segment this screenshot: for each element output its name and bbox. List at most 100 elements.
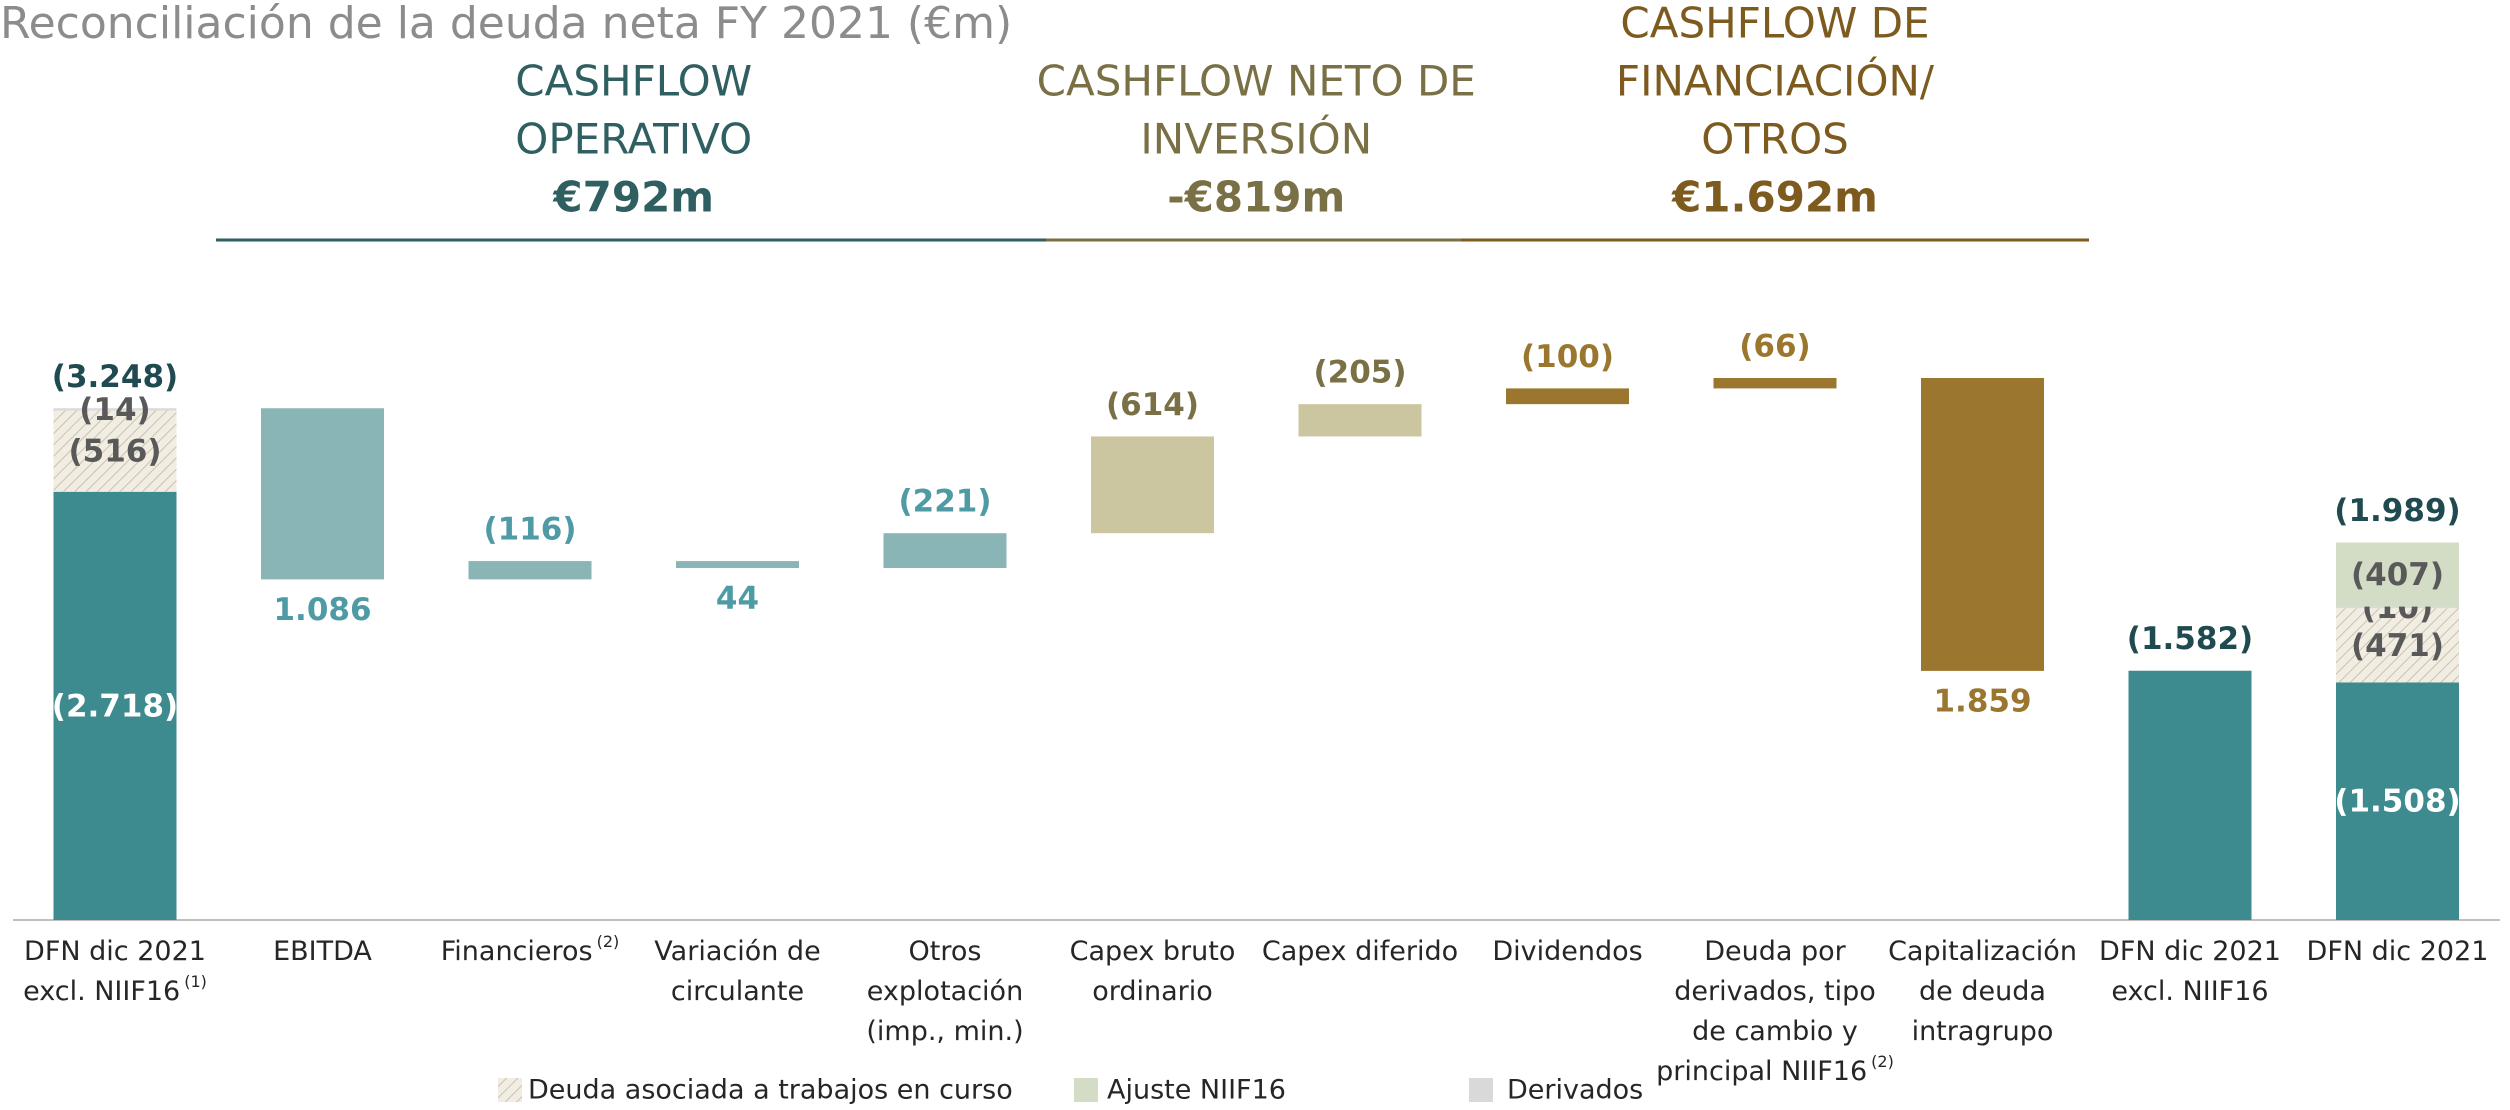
x-tick-label-line: excl. NIIF16	[23, 976, 180, 1007]
x-tick-label-line: DFN dic 2021	[2307, 936, 2489, 967]
x-tick-label: Financieros (2)	[441, 932, 620, 967]
x-tick-label-line: EBITDA	[273, 936, 372, 967]
group-title: CASHFLOW DE	[1620, 0, 1929, 48]
x-tick-label: de deuda	[1919, 976, 2046, 1007]
x-tick-label-line: Capitalización	[1888, 936, 2077, 967]
segment-label: (471)	[2351, 628, 2444, 664]
group-title: CASHFLOW NETO DE	[1037, 57, 1476, 106]
bar	[2128, 670, 2252, 920]
x-tick-label: excl. NIIF16 (1)	[23, 972, 207, 1007]
bar	[1713, 378, 1837, 389]
x-tick-label: explotación	[867, 976, 1023, 1007]
x-tick-label: excl. NIIF16	[2111, 976, 2268, 1007]
x-tick-label: Capex diferido	[1262, 936, 1458, 967]
x-tick-label: ordinario	[1092, 976, 1213, 1007]
value-label: (116)	[483, 512, 576, 548]
x-tick-label-line: excl. NIIF16	[2111, 976, 2268, 1007]
legend-swatch-hatch	[498, 1078, 522, 1102]
x-tick-label: Deuda por	[1704, 936, 1846, 967]
value-label: (100)	[1521, 339, 1614, 375]
bar	[1506, 388, 1629, 405]
value-label: (205)	[1313, 355, 1406, 391]
x-tick-label: Capitalización	[1888, 936, 2077, 967]
value-label: 1.859	[1933, 683, 2031, 719]
chart-title: Reconciliación de la deuda neta FY 2021 …	[0, 0, 1012, 49]
x-tick-label: Otros	[909, 936, 982, 967]
segment-label: (2.718)	[52, 688, 178, 724]
bar-segment	[2336, 542, 2459, 607]
x-tick-label: Capex bruto	[1070, 936, 1236, 967]
group-title: FINANCIACIÓN/	[1616, 56, 1935, 106]
x-tick-label-note: (2)	[597, 932, 620, 951]
bar	[883, 533, 1007, 569]
value-label: (3.248)	[52, 359, 178, 395]
x-tick-label: Dividendos	[1492, 936, 1642, 967]
segment-label: (516)	[68, 434, 161, 470]
value-label: (1.582)	[2127, 621, 2253, 657]
segment-label: (14)	[79, 392, 150, 428]
value-label: (614)	[1106, 387, 1199, 423]
x-tick-label-line: DFN dic 2021	[24, 936, 206, 967]
value-label: (66)	[1739, 329, 1810, 365]
bar	[1921, 378, 2044, 671]
bar-segment	[2336, 682, 2459, 920]
x-tick-label: principal NIIF16 (2)	[1656, 1052, 1894, 1087]
x-tick-label: derivados, tipo	[1674, 976, 1876, 1007]
bar	[468, 561, 592, 580]
legend-swatch	[1469, 1078, 1493, 1102]
x-tick-label-line: Otros	[909, 936, 982, 967]
x-tick-label-line: Capex bruto	[1070, 936, 1236, 967]
value-label: 44	[716, 581, 759, 617]
x-tick-label-line: derivados, tipo	[1674, 976, 1876, 1007]
x-tick-label-note: (1)	[184, 972, 207, 991]
value-label: 1.086	[273, 592, 371, 628]
x-tick-label: DFN dic 2021	[24, 936, 206, 967]
x-tick-label: circulante	[671, 976, 804, 1007]
x-tick-label: (imp., min.)	[866, 1016, 1023, 1047]
legend-label: Derivados	[1507, 1075, 1643, 1106]
x-tick-label-line: DFN dic 2021	[2099, 936, 2281, 967]
legend-swatch	[1074, 1078, 1098, 1102]
x-tick-label-line: Deuda por	[1704, 936, 1846, 967]
x-tick-label-line: intragrupo	[1912, 1016, 2054, 1047]
x-tick-label: DFN dic 2021	[2099, 936, 2281, 967]
segment-label: (407)	[2351, 557, 2444, 593]
bar-segment-hatch	[2336, 608, 2459, 683]
group-total: €1.692m	[1671, 173, 1878, 222]
x-tick-label-line: de deuda	[1919, 976, 2046, 1007]
x-tick-label: Variación de	[654, 936, 820, 967]
group-title: OPERATIVO	[515, 115, 752, 164]
group-total: €792m	[552, 173, 714, 222]
value-label: (221)	[898, 484, 991, 520]
x-tick-label-line: Capex diferido	[1262, 936, 1458, 967]
group-title: INVERSIÓN	[1140, 114, 1372, 164]
bar-segment-hatch	[53, 410, 177, 492]
bar	[1091, 436, 1214, 534]
bar-segment	[2336, 606, 2459, 609]
x-tick-label-line: Dividendos	[1492, 936, 1642, 967]
bar-segment	[53, 491, 177, 920]
group-title: CASHFLOW	[515, 57, 752, 106]
bar-segment	[53, 408, 177, 411]
x-tick-label-line: (imp., min.)	[866, 1016, 1023, 1047]
x-tick-label-note: (2)	[1871, 1052, 1894, 1071]
bar	[1298, 404, 1422, 437]
value-label: (1.989)	[2334, 493, 2460, 529]
legend-label: Ajuste NIIF16	[1107, 1075, 1286, 1106]
group-title: OTROS	[1701, 115, 1849, 164]
x-tick-label: DFN dic 2021	[2307, 936, 2489, 967]
segment-label: (1.508)	[2334, 784, 2460, 820]
x-tick-label-line: Variación de	[654, 936, 820, 967]
bar	[261, 408, 384, 580]
x-tick-label: de cambio y	[1692, 1016, 1858, 1047]
bar	[676, 561, 799, 569]
x-tick-label: EBITDA	[273, 936, 372, 967]
x-tick-label-line: ordinario	[1092, 976, 1213, 1007]
x-tick-label-line: explotación	[867, 976, 1023, 1007]
x-tick-label-line: de cambio y	[1692, 1016, 1858, 1047]
x-tick-label-line: Financieros	[441, 936, 593, 967]
x-tick-label-line: principal NIIF16	[1656, 1056, 1867, 1087]
x-tick-label: intragrupo	[1912, 1016, 2054, 1047]
